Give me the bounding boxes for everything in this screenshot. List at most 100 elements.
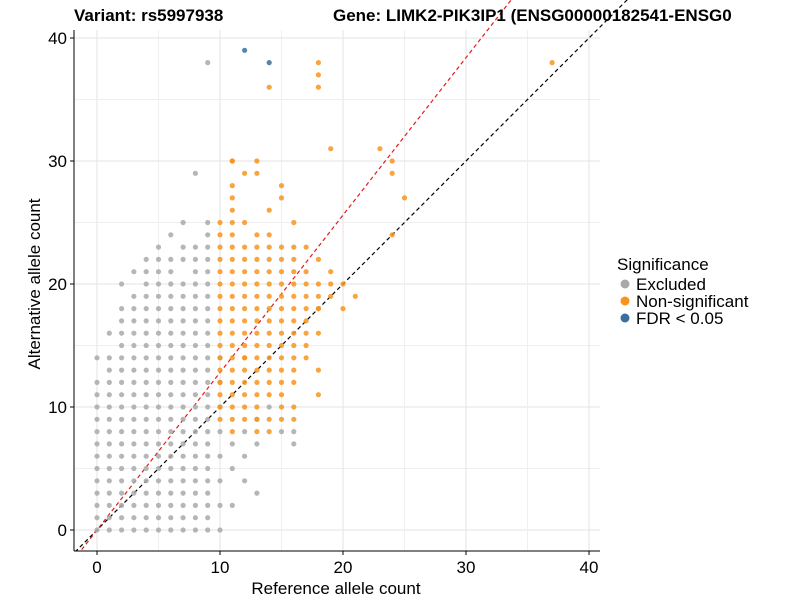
point-excluded — [217, 527, 223, 533]
point-excluded — [155, 293, 162, 299]
point-non-significant — [229, 293, 235, 299]
point-excluded — [192, 367, 198, 373]
point-excluded — [131, 306, 137, 312]
point-excluded — [119, 478, 125, 484]
point-excluded — [131, 318, 137, 324]
point-non-significant — [315, 392, 321, 398]
point-non-significant — [266, 342, 272, 349]
point-excluded — [155, 342, 162, 349]
point-non-significant — [254, 379, 260, 385]
point-excluded — [168, 367, 174, 373]
point-excluded — [291, 429, 297, 435]
point-non-significant — [328, 146, 334, 152]
point-excluded — [119, 281, 125, 287]
point-excluded — [192, 306, 198, 312]
point-non-significant — [217, 416, 223, 422]
legend-swatch-excluded — [620, 279, 630, 289]
point-excluded — [106, 502, 112, 508]
point-non-significant — [303, 318, 309, 324]
point-non-significant — [278, 318, 285, 324]
point-excluded — [205, 293, 211, 299]
point-excluded — [119, 453, 125, 459]
point-excluded — [155, 429, 162, 435]
point-excluded — [131, 515, 137, 521]
point-non-significant — [242, 379, 248, 385]
chart-title-variant: Variant: rs5997938 — [74, 6, 223, 25]
point-excluded — [143, 429, 149, 435]
point-excluded — [168, 392, 174, 398]
point-excluded — [180, 429, 186, 435]
point-excluded — [94, 527, 100, 533]
point-excluded — [180, 515, 186, 521]
point-non-significant — [303, 281, 309, 287]
point-non-significant — [266, 244, 272, 250]
point-excluded — [155, 244, 162, 250]
point-excluded — [94, 429, 100, 435]
point-non-significant — [340, 306, 346, 312]
point-non-significant — [291, 416, 297, 422]
point-non-significant — [242, 404, 248, 410]
point-excluded — [155, 465, 162, 472]
point-non-significant — [242, 367, 248, 373]
point-non-significant — [328, 269, 334, 275]
point-non-significant — [242, 281, 248, 287]
point-non-significant — [242, 416, 248, 422]
point-excluded — [168, 416, 174, 422]
point-non-significant — [303, 306, 309, 312]
point-excluded — [180, 219, 186, 226]
point-excluded — [119, 527, 125, 533]
point-excluded — [180, 355, 186, 361]
point-excluded — [168, 478, 174, 484]
point-excluded — [119, 379, 125, 385]
point-non-significant — [242, 269, 248, 275]
point-excluded — [291, 441, 297, 447]
point-excluded — [94, 502, 100, 508]
point-non-significant — [291, 306, 297, 312]
point-excluded — [106, 379, 112, 385]
point-non-significant — [303, 355, 309, 361]
point-non-significant — [278, 269, 285, 275]
point-excluded — [168, 441, 174, 447]
point-non-significant — [217, 379, 223, 385]
point-excluded — [192, 429, 198, 435]
point-non-significant — [340, 281, 346, 287]
point-non-significant — [229, 195, 235, 201]
point-excluded — [131, 293, 137, 299]
point-excluded — [131, 269, 137, 275]
point-non-significant — [266, 306, 272, 312]
x-tick-label: 30 — [457, 558, 476, 577]
point-non-significant — [266, 256, 272, 262]
point-non-significant — [254, 281, 260, 287]
point-excluded — [94, 515, 100, 521]
point-excluded — [143, 478, 149, 484]
point-non-significant — [254, 244, 260, 250]
point-non-significant — [254, 392, 260, 398]
point-excluded — [229, 502, 235, 508]
point-non-significant — [266, 330, 272, 336]
point-non-significant — [266, 392, 272, 398]
point-excluded — [205, 379, 211, 385]
point-excluded — [205, 367, 211, 373]
point-non-significant — [303, 342, 309, 349]
point-non-significant — [217, 392, 223, 398]
point-excluded — [205, 60, 211, 66]
point-non-significant — [266, 293, 272, 299]
point-excluded — [131, 367, 137, 373]
point-non-significant — [254, 355, 260, 361]
point-excluded — [192, 269, 198, 275]
point-non-significant — [254, 429, 260, 435]
point-excluded — [143, 416, 149, 422]
point-non-significant — [266, 207, 272, 213]
point-non-significant — [229, 183, 235, 189]
point-excluded — [119, 392, 125, 398]
point-excluded — [106, 367, 112, 373]
point-excluded — [205, 441, 211, 447]
point-excluded — [205, 232, 211, 238]
point-non-significant — [229, 306, 235, 312]
point-non-significant — [266, 281, 272, 287]
point-non-significant — [401, 195, 408, 201]
point-excluded — [192, 453, 198, 459]
point-excluded — [143, 355, 149, 361]
point-excluded — [192, 330, 198, 336]
x-tick-label: 20 — [334, 558, 353, 577]
